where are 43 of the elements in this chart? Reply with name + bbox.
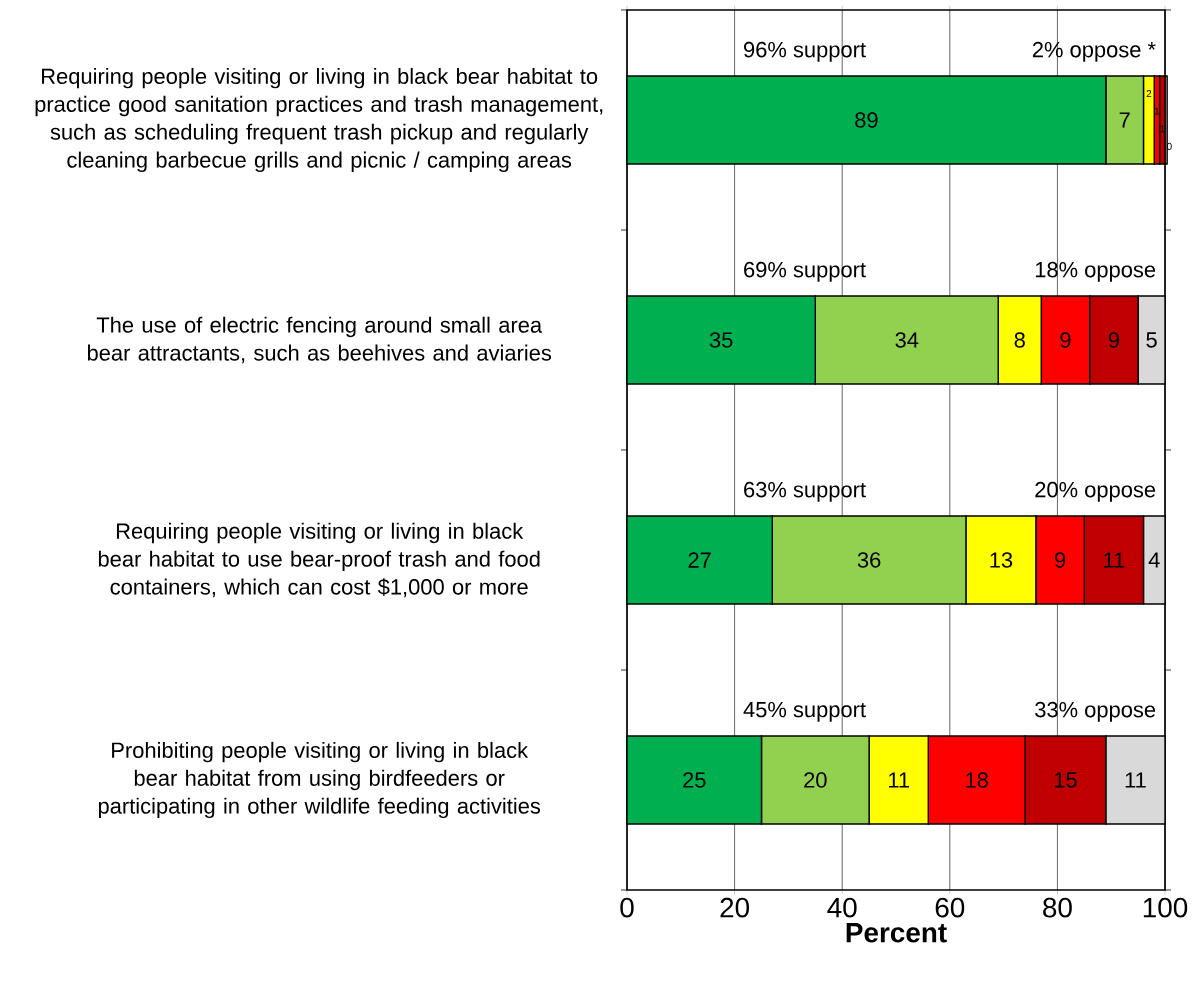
- annotation: 63% support: [744, 481, 866, 502]
- annotation: 18% oppose: [1035, 261, 1156, 282]
- data-label: 7: [1119, 112, 1130, 128]
- data-label: 34: [895, 332, 919, 348]
- data-label: 13: [990, 552, 1013, 568]
- x-tick-label: 20: [720, 897, 750, 918]
- annotation: 2% oppose *: [1032, 41, 1156, 62]
- y-tick-label: Prohibiting people visiting or living in black bear habitat from using birdfeeders or participating in other wildlife feeding activities: [98, 741, 541, 819]
- data-label: 20: [804, 772, 827, 788]
- annotation: 20% oppose: [1035, 481, 1156, 502]
- data-label: 1: [1160, 125, 1165, 133]
- x-tick-label: 80: [1043, 897, 1072, 918]
- data-label: 27: [688, 552, 711, 568]
- data-label: 35: [709, 332, 733, 348]
- data-label: 15: [1054, 772, 1077, 788]
- y-tick-label: The use of electric fencing around small area bear attractants, such as beehives and aviaries: [87, 316, 552, 364]
- data-label: 0: [1166, 142, 1172, 150]
- data-label: 36: [857, 552, 881, 568]
- data-label: 8: [1014, 332, 1025, 348]
- x-tick-label: 60: [935, 897, 965, 918]
- data-label: 9: [1108, 332, 1119, 348]
- data-label: 4: [1148, 552, 1160, 568]
- x-tick-label: 40: [827, 897, 857, 918]
- data-label: 25: [683, 772, 706, 788]
- data-label: 11: [889, 772, 910, 788]
- y-tick-label: Requiring people visiting or living in black bear habitat to use bear-proof trash and food containers, which can cost $1,000 or more: [98, 522, 540, 598]
- data-label: 11: [1125, 772, 1146, 788]
- data-label: 2: [1146, 90, 1152, 98]
- annotation: 45% support: [743, 701, 866, 722]
- data-label: 9: [1055, 552, 1066, 568]
- data-label: 18: [966, 772, 988, 788]
- annotation: 69% support: [744, 261, 866, 282]
- x-axis-title: Percent: [846, 923, 947, 943]
- x-tick-label: 100: [1143, 897, 1188, 918]
- data-label: 9: [1060, 332, 1071, 348]
- data-label: 89: [855, 112, 878, 128]
- data-label: 1: [1154, 107, 1160, 115]
- data-label: 5: [1146, 332, 1157, 348]
- x-tick-label: 0: [620, 897, 634, 918]
- data-label: 11: [1104, 552, 1125, 568]
- annotation: 33% oppose: [1035, 701, 1156, 722]
- annotation: 96% support: [744, 41, 866, 62]
- y-tick-label: Requiring people visiting or living in black bear habitat to practice good sanitation practices and trash management, such as scheduling frequent trash pickup and regularly cleaning barbecue grills and picnic / camping areas: [35, 67, 603, 173]
